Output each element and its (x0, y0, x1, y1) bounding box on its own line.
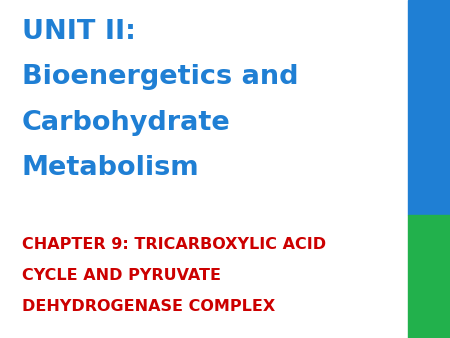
Text: Bioenergetics and: Bioenergetics and (22, 64, 298, 90)
Text: CYCLE AND PYRUVATE: CYCLE AND PYRUVATE (22, 268, 220, 283)
Bar (408, 0, 450, 215)
Text: CHAPTER 9: TRICARBOXYLIC ACID: CHAPTER 9: TRICARBOXYLIC ACID (22, 237, 326, 251)
Text: DEHYDROGENASE COMPLEX: DEHYDROGENASE COMPLEX (22, 299, 275, 314)
Text: Carbohydrate: Carbohydrate (22, 110, 230, 136)
Text: UNIT II:: UNIT II: (22, 19, 135, 45)
Text: Metabolism: Metabolism (22, 155, 199, 182)
Bar (408, 215, 450, 338)
